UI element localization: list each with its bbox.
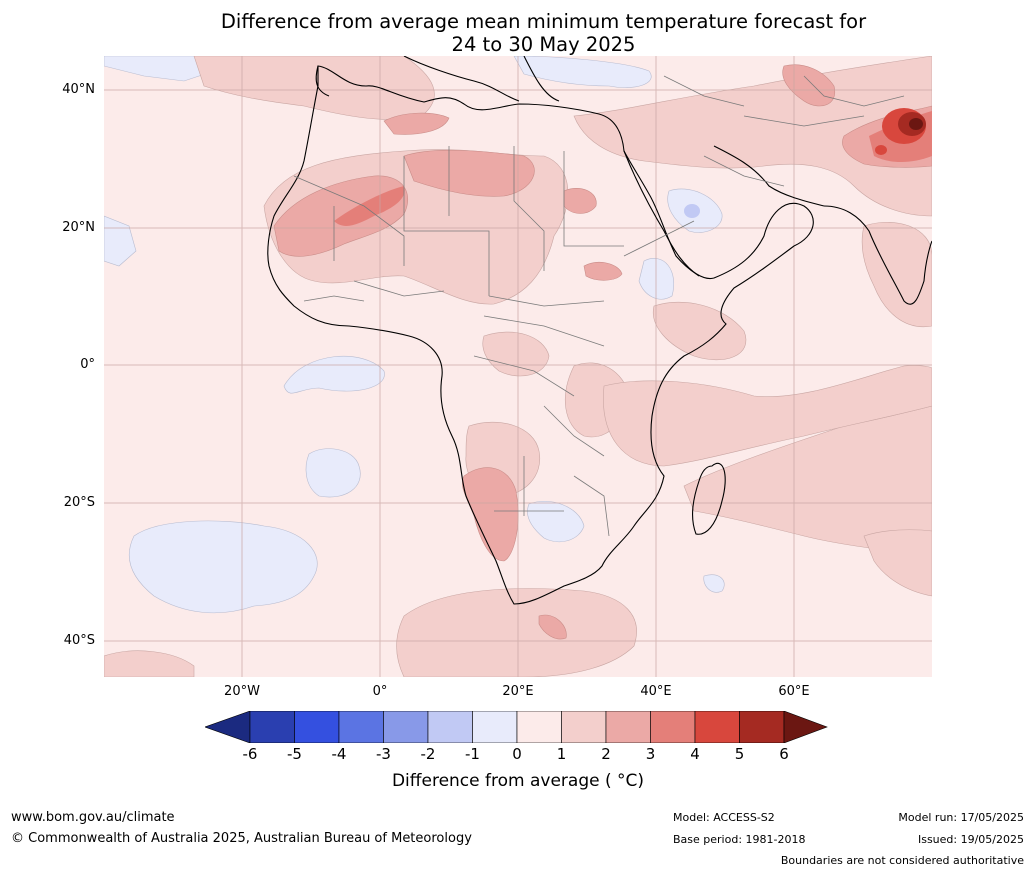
footer-copyright: © Commonwealth of Australia 2025, Austra…	[11, 831, 472, 846]
colorbar	[205, 711, 828, 743]
title-line-2: 24 to 30 May 2025	[451, 33, 636, 56]
colorbar-tick-label: -4	[331, 745, 347, 763]
colorbar-tick-label: 2	[601, 745, 611, 763]
chart-title: Difference from average mean minimum tem…	[100, 10, 987, 56]
lat-label-20s: 20°S	[63, 495, 95, 510]
lon-label-60e: 60°E	[778, 684, 810, 699]
lat-label-20n: 20°N	[62, 220, 95, 235]
colorbar-cell	[561, 711, 607, 743]
colorbar-extension-low	[205, 711, 251, 743]
footer-disclaimer: Boundaries are not considered authoritat…	[780, 854, 1024, 867]
coastlines	[267, 56, 932, 605]
colorbar-cell	[739, 711, 785, 743]
colorbar-cell	[338, 711, 384, 743]
colorbar-cell	[516, 711, 562, 743]
colorbar-tick-label: 5	[734, 745, 745, 763]
footer-website: www.bom.gov.au/climate	[11, 810, 175, 825]
footer-base-period: Base period: 1981-2018	[673, 833, 806, 846]
colorbar-cell	[427, 711, 473, 743]
title-line-1: Difference from average mean minimum tem…	[220, 10, 867, 33]
colorbar-tick-label: 6	[779, 745, 789, 763]
colorbar-tick-label: -6	[242, 745, 258, 763]
map-gridlines	[104, 56, 932, 677]
colorbar-tick-label: -5	[287, 745, 302, 763]
colorbar-tick-label: 1	[556, 745, 567, 763]
anomaly-warm-extreme	[898, 112, 926, 136]
lon-label-20w: 20°W	[224, 684, 260, 699]
footer-model-run: Model run: 17/05/2025	[898, 811, 1024, 824]
lat-label-40s: 40°S	[63, 633, 95, 648]
footer-model: Model: ACCESS-S2	[673, 811, 775, 824]
anomaly-warm-1-2	[104, 56, 932, 677]
colorbar-tick-label: 4	[690, 745, 700, 763]
colorbar-cell	[294, 711, 340, 743]
colorbar-tick-label: 3	[645, 745, 656, 763]
colorbar-tick-label: -3	[376, 745, 391, 763]
colorbar-tick-label: -1	[465, 745, 480, 763]
forecast-map	[104, 56, 932, 677]
lon-label-0: 0°	[372, 684, 388, 699]
colorbar-label: Difference from average ( °C)	[391, 771, 645, 791]
colorbar-cell	[650, 711, 696, 743]
colorbar-cell	[605, 711, 651, 743]
colorbar-cell	[472, 711, 518, 743]
colorbar-tick-label: 0	[512, 745, 522, 763]
map-svg	[104, 56, 932, 677]
colorbar-cell	[249, 711, 295, 743]
colorbar-extension-high	[783, 711, 828, 743]
footer-issued: Issued: 19/05/2025	[917, 833, 1024, 846]
colorbar-cell	[383, 711, 429, 743]
lon-label-40e: 40°E	[640, 684, 672, 699]
lat-label-40n: 40°N	[62, 82, 95, 97]
colorbar-cell	[694, 711, 740, 743]
country-boundaries	[293, 75, 905, 537]
lon-label-20e: 20°E	[502, 684, 534, 699]
colorbar-tick-label: -2	[420, 745, 436, 763]
lat-label-0: 0°	[80, 357, 95, 372]
